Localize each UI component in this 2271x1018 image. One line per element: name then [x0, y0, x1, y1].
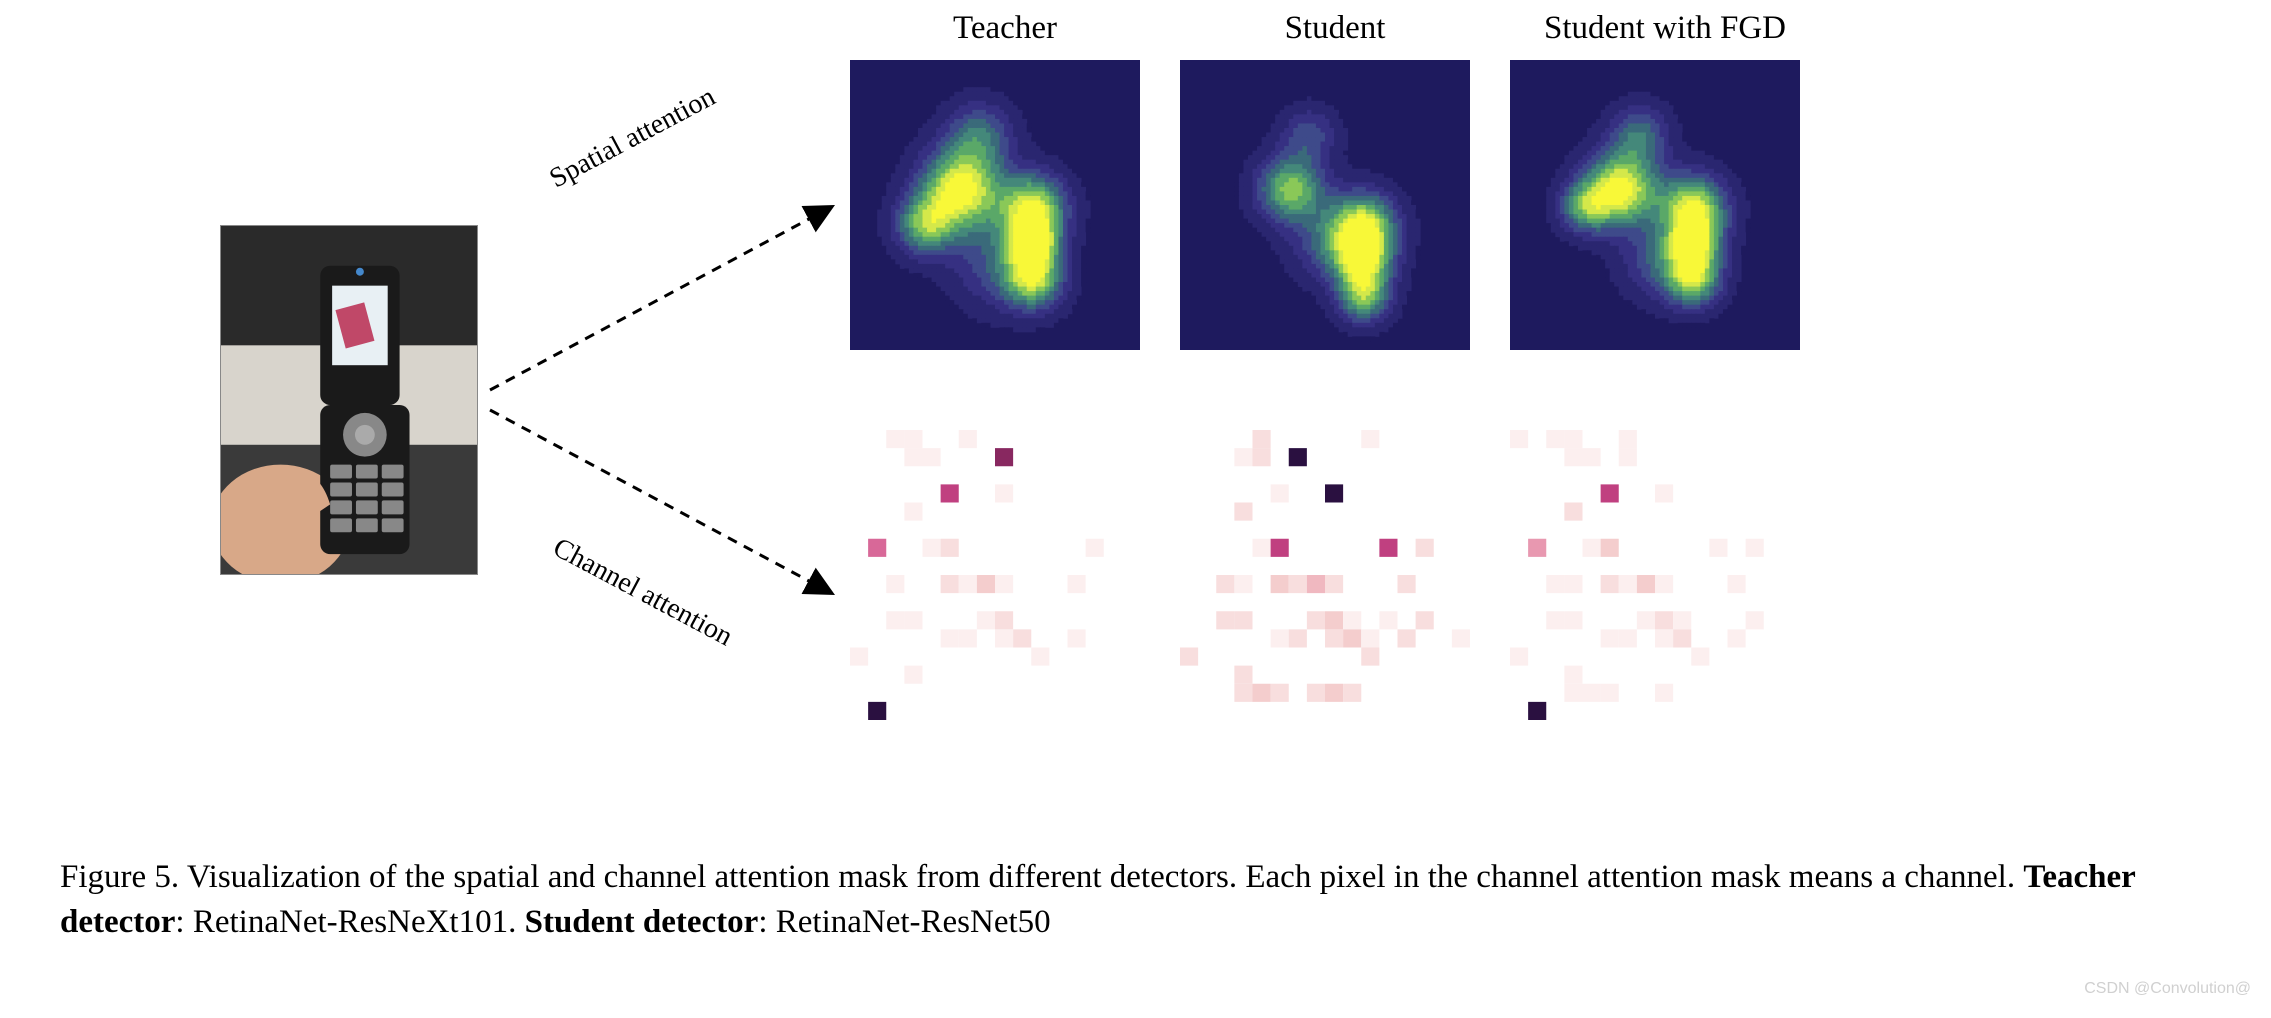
header-student-fgd: Student with FGD: [1500, 10, 1830, 47]
header-student: Student: [1170, 10, 1500, 47]
spatial-heatmap-student: [1180, 60, 1470, 350]
spatial-attention-row: [850, 60, 1800, 350]
figure-caption: Figure 5. Visualization of the spatial a…: [60, 855, 2211, 944]
caption-student-bold: Student detector: [525, 904, 759, 940]
spatial-attention-label: Spatial attention: [544, 81, 720, 195]
channel-heatmap-student: [1180, 430, 1470, 720]
caption-body: Visualization of the spatial and channel…: [187, 859, 2024, 895]
channel-heatmap-student-fgd: [1510, 430, 1800, 720]
caption-student-rest: : RetinaNet-ResNet50: [758, 904, 1050, 940]
channel-heatmap-teacher: [850, 430, 1140, 720]
channel-attention-row: [850, 430, 1800, 720]
watermark: CSDN @Convolution@: [2084, 980, 2251, 998]
channel-attention-label: Channel attention: [547, 532, 737, 653]
spatial-heatmap-student-fgd: [1510, 60, 1800, 350]
header-teacher: Teacher: [840, 10, 1170, 47]
spatial-heatmap-teacher: [850, 60, 1140, 350]
spatial-arrow-icon: [480, 150, 850, 400]
figure-container: Teacher Student Student with FGD: [0, 0, 2271, 1018]
column-headers: Teacher Student Student with FGD: [840, 10, 1830, 47]
caption-prefix: Figure 5.: [60, 859, 187, 895]
input-image: [220, 225, 478, 575]
caption-teacher-rest: : RetinaNet-ResNeXt101.: [175, 904, 524, 940]
